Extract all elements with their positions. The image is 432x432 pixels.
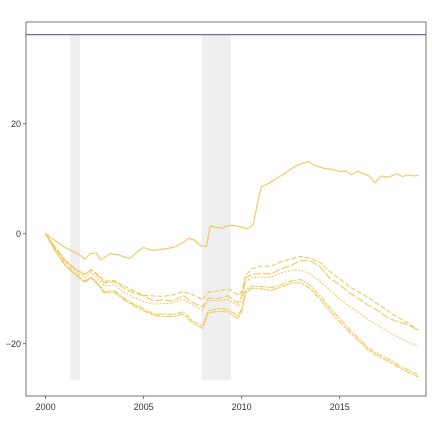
x-tick-label: 2000 bbox=[36, 402, 56, 412]
series-lines bbox=[45, 161, 419, 378]
x-axis: 2000 2005 2010 2015 bbox=[36, 396, 350, 412]
y-tick-label: −20 bbox=[6, 339, 21, 349]
x-tick-label: 2015 bbox=[330, 402, 350, 412]
plot-panel-border bbox=[25, 21, 427, 397]
series-line-1 bbox=[45, 161, 419, 261]
series-line-3 bbox=[45, 233, 419, 331]
y-tick-label: 0 bbox=[16, 229, 21, 239]
shaded-period-2 bbox=[201, 34, 231, 381]
y-tick-label: 20 bbox=[11, 119, 21, 129]
series-line-6 bbox=[45, 233, 419, 378]
series-line-2 bbox=[45, 233, 419, 331]
shaded-period-1 bbox=[70, 34, 80, 381]
shaded-periods bbox=[70, 34, 231, 381]
series-line-4 bbox=[45, 233, 419, 348]
x-tick-label: 2010 bbox=[232, 402, 252, 412]
y-axis: −20 0 20 bbox=[6, 119, 26, 349]
x-tick-label: 2005 bbox=[134, 402, 154, 412]
series-line-5 bbox=[45, 233, 419, 376]
